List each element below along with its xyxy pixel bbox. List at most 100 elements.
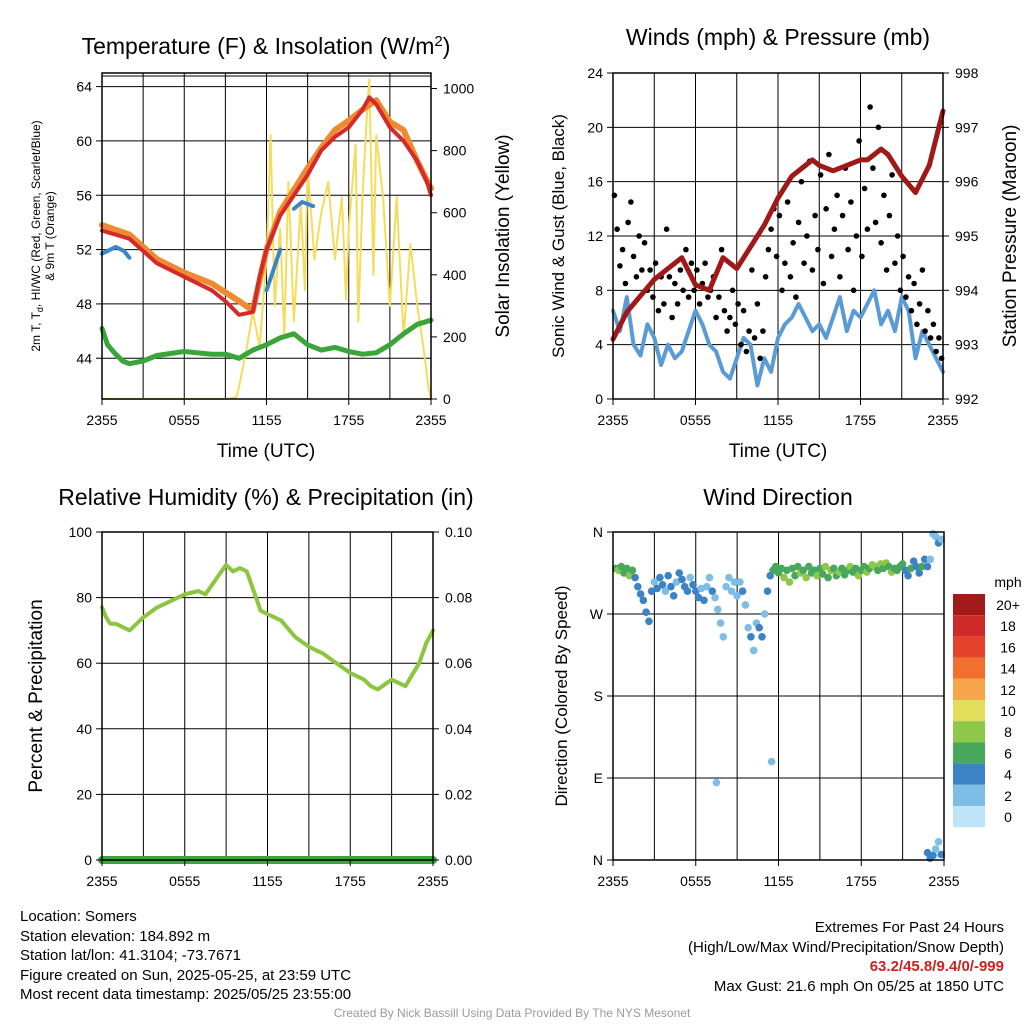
wind-speed-line xyxy=(611,288,945,388)
direction-point xyxy=(727,587,736,595)
gust-point xyxy=(757,355,763,362)
direction-point xyxy=(636,590,645,598)
gust-point xyxy=(650,294,656,300)
solar-series-line xyxy=(101,78,432,400)
winds-ylabel: Sonic Wind & Gust (Blue, Black) xyxy=(549,114,568,358)
y-tick-label: 4 xyxy=(595,337,603,353)
gust-point xyxy=(905,274,912,280)
direction-point xyxy=(725,573,733,582)
max-gust: Max Gust: 21.6 mph On 05/25 at 1850 UTC xyxy=(713,977,1004,995)
gust-point xyxy=(839,212,846,219)
y2-tick-label: 993 xyxy=(955,337,979,353)
speed-colorbar: mph 20+ 18 16 14 12 10 8 6 4 2 0 xyxy=(953,574,1022,828)
gust-point xyxy=(743,348,750,355)
pressure-line xyxy=(610,108,946,342)
gust-point xyxy=(768,226,774,232)
direction-point xyxy=(733,592,741,600)
direction-point xyxy=(628,566,637,575)
colorbar-swatch xyxy=(953,615,985,637)
direction-point xyxy=(730,578,739,586)
gust-point xyxy=(845,246,851,253)
gust-point xyxy=(762,274,769,280)
wind-direction-panel: Wind Direction 2355 0555 1155 1755 2355 N E S W N… xyxy=(552,484,1022,889)
direction-point xyxy=(934,838,943,846)
y-tick-label: 60 xyxy=(76,655,92,671)
gust-point xyxy=(674,301,681,307)
direction-point xyxy=(755,623,763,632)
gust-point xyxy=(897,287,904,294)
direction-point xyxy=(653,584,661,593)
colorbar-label: 20+ xyxy=(996,597,1020,613)
gust-point xyxy=(713,314,719,321)
colorbar-label: 16 xyxy=(1000,639,1016,655)
y2-tick-label: 0.02 xyxy=(445,786,472,802)
direction-point xyxy=(929,851,937,860)
y-tick-label: 100 xyxy=(69,524,93,540)
winds-panel-title: Winds (mph) & Pressure (mb) xyxy=(626,24,930,50)
colorbar-swatch xyxy=(953,657,985,679)
colorbar-label: 4 xyxy=(1004,767,1012,783)
direction-point xyxy=(747,633,755,641)
direction-point xyxy=(664,571,672,580)
gust-point xyxy=(685,294,692,300)
x-tick-label: 2355 xyxy=(928,873,959,889)
gust-point xyxy=(628,199,634,205)
direction-point xyxy=(661,587,670,595)
humidity-precipitation-panel: Relative Humidity (%) & Precipitation (i… xyxy=(26,484,474,889)
gust-point xyxy=(933,348,939,355)
gust-point xyxy=(837,274,843,280)
y-tick-label: 56 xyxy=(76,187,92,203)
x-tick-label: 0555 xyxy=(169,873,200,889)
direction-point xyxy=(631,573,639,582)
gust-point xyxy=(793,294,799,300)
gust-point xyxy=(694,267,700,273)
t9m-series-line xyxy=(99,97,434,314)
gust-point xyxy=(834,192,840,199)
direction-point xyxy=(712,778,721,787)
temperature-panel-title: Temperature (F) & Insolation (W/m2) xyxy=(82,33,451,59)
temp-series-line xyxy=(100,95,433,317)
gust-point xyxy=(633,274,640,280)
gust-point xyxy=(661,301,667,307)
gust-point xyxy=(652,260,659,267)
relative-humidity-line xyxy=(100,562,435,692)
winds-y2label: Station Pressure (Maroon) xyxy=(1000,125,1021,348)
gust-point xyxy=(817,172,824,178)
y-tick-label: 60 xyxy=(76,133,92,149)
gust-point xyxy=(900,253,906,260)
gust-point xyxy=(872,219,879,226)
credit-line: Created By Nick Bassill Using Data Provi… xyxy=(333,1006,691,1020)
colorbar-label: 8 xyxy=(1004,724,1012,740)
x-tick-label: 2355 xyxy=(86,873,117,889)
direction-point xyxy=(678,575,686,584)
x-tick-label: 1155 xyxy=(763,412,793,428)
colorbar-label: 6 xyxy=(1004,745,1012,761)
gust-point xyxy=(892,260,898,267)
y2-tick-label: 998 xyxy=(955,65,979,81)
direction-point xyxy=(821,562,830,571)
gust-point xyxy=(878,240,884,246)
gust-point xyxy=(784,199,791,205)
gust-point xyxy=(922,328,928,334)
colorbar-swatch xyxy=(953,721,985,743)
y-tick-label: N xyxy=(593,852,603,868)
gust-point xyxy=(636,233,642,239)
gust-point xyxy=(867,104,873,110)
gust-point xyxy=(908,307,915,314)
gust-point xyxy=(864,226,871,232)
y-tick-label: 64 xyxy=(76,79,92,95)
direction-point xyxy=(634,582,642,591)
x-tick-label: 2355 xyxy=(597,873,628,889)
y-tick-label: W xyxy=(590,606,604,622)
y-tick-label: 44 xyxy=(76,350,92,366)
gust-point xyxy=(749,267,755,273)
direction-point xyxy=(667,582,675,591)
direction-point xyxy=(758,633,766,641)
x-tick-label: 2355 xyxy=(415,412,446,428)
y-tick-label: N xyxy=(593,524,603,540)
y-tick-label: 0 xyxy=(84,852,92,868)
colorbar-label: 10 xyxy=(1000,703,1016,719)
y2-tick-label: 1000 xyxy=(443,81,474,97)
gust-point xyxy=(883,267,890,273)
